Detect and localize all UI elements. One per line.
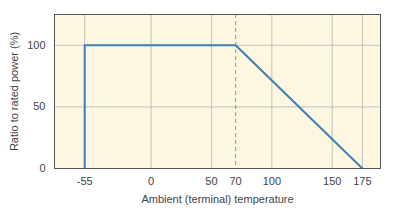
svg-text:0: 0: [39, 162, 45, 174]
svg-text:Ambient (terminal) temperature: Ambient (terminal) temperature: [141, 193, 293, 205]
svg-text:150: 150: [323, 175, 341, 187]
svg-text:0: 0: [148, 175, 154, 187]
svg-text:-55: -55: [77, 175, 93, 187]
svg-text:175: 175: [353, 175, 371, 187]
svg-text:50: 50: [205, 175, 217, 187]
svg-text:Ratio to rated power (%): Ratio to rated power (%): [8, 32, 20, 151]
svg-text:100: 100: [263, 175, 281, 187]
svg-text:100: 100: [27, 39, 45, 51]
svg-text:50: 50: [33, 100, 45, 112]
svg-text:70: 70: [229, 175, 241, 187]
